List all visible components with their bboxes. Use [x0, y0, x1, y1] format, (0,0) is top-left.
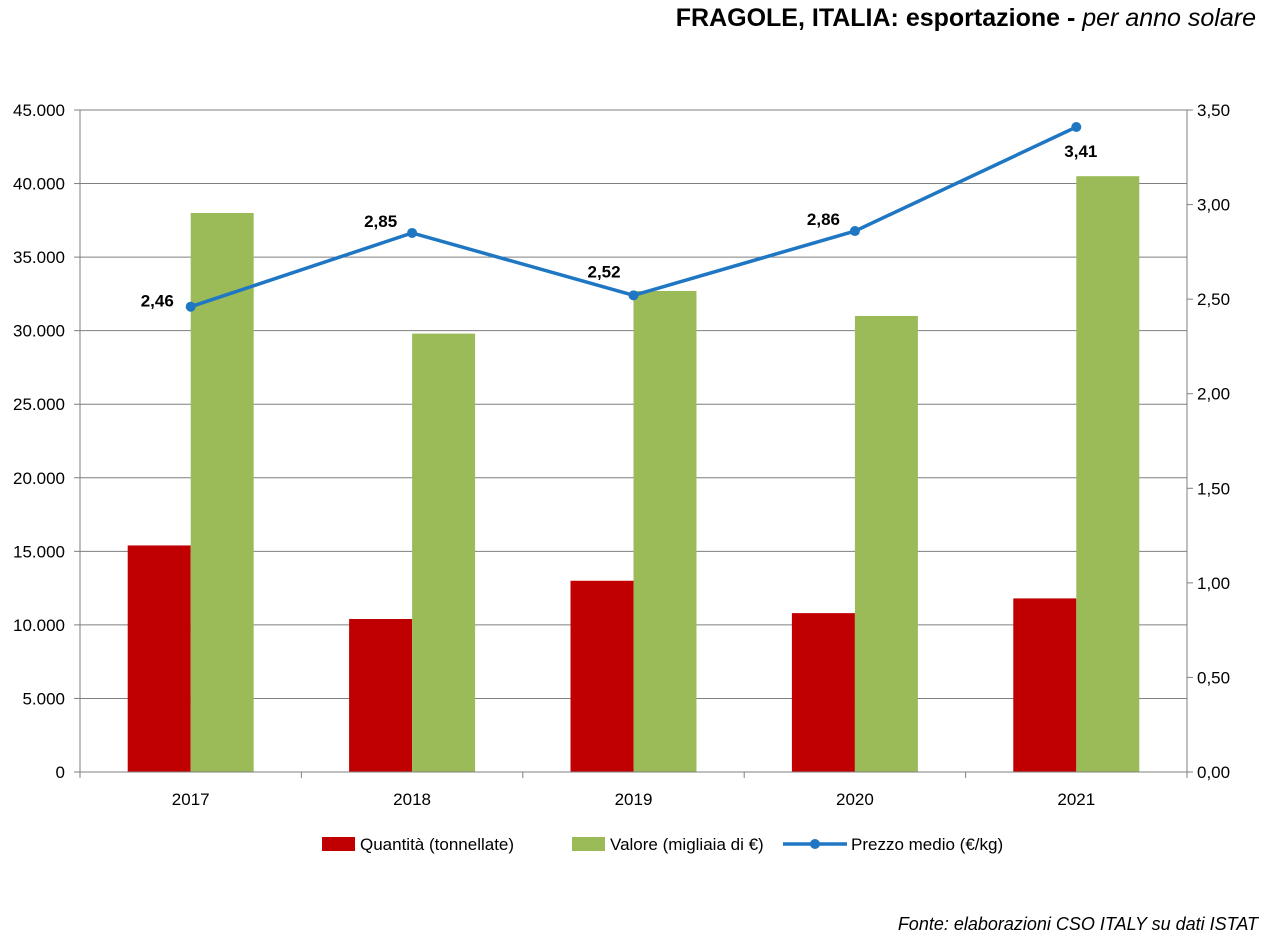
x-tick-label: 2019: [615, 790, 653, 809]
price-point: [849, 226, 860, 237]
chart-title-main: FRAGOLE, ITALIA: esportazione -: [675, 4, 1076, 32]
bar-valore: [190, 212, 254, 772]
price-point: [1071, 122, 1082, 133]
left-tick-label: 30.000: [13, 322, 65, 341]
left-tick-label: 35.000: [13, 248, 65, 267]
bar-quantita: [570, 580, 634, 772]
price-data-label: 2,46: [141, 292, 174, 311]
x-tick-label: 2020: [836, 790, 874, 809]
left-tick-label: 0: [56, 763, 65, 782]
left-tick-label: 45.000: [13, 101, 65, 120]
bars: [127, 176, 1140, 772]
left-tick-label: 25.000: [13, 395, 65, 414]
x-tick-label: 2018: [393, 790, 431, 809]
legend-label: Prezzo medio (€/kg): [851, 835, 1003, 854]
bar-valore: [854, 315, 918, 772]
price-data-label: 2,86: [807, 210, 840, 229]
axes: 0 5.000 10.000 15.000 20.000 25.000 30.000 35.0…: [13, 101, 1230, 809]
bar-quantita: [127, 545, 191, 772]
legend: Quantità (tonnellate) Valore (migliaia di…: [322, 835, 1003, 854]
bar-quantita: [349, 619, 413, 772]
right-tick-label: 1,00: [1197, 574, 1230, 593]
right-tick-label: 0,50: [1197, 668, 1230, 687]
legend-marker: [810, 839, 820, 849]
right-tick-label: 2,00: [1197, 385, 1230, 404]
x-tick-label: 2017: [172, 790, 210, 809]
price-point: [628, 290, 639, 301]
chart-subtitle: per anno solare: [1082, 4, 1256, 32]
legend-swatch: [322, 837, 355, 851]
right-tick-label: 3,50: [1197, 101, 1230, 120]
legend-label: Valore (migliaia di €): [610, 835, 764, 854]
right-tick-label: 1,50: [1197, 479, 1230, 498]
price-point: [407, 227, 418, 238]
price-line: 2,46 2,85 2,52 2,86 3,41: [141, 122, 1097, 312]
price-point: [185, 301, 196, 312]
bar-valore: [412, 333, 476, 772]
left-tick-label: 15.000: [13, 542, 65, 561]
bar-valore: [1076, 176, 1140, 772]
legend-label: Quantità (tonnellate): [360, 835, 514, 854]
price-line-path: [190, 125, 1078, 309]
legend-swatch: [572, 837, 605, 851]
right-tick-label: 2,50: [1197, 290, 1230, 309]
left-tick-label: 5.000: [22, 689, 65, 708]
source-note: Fonte: elaborazioni CSO ITALY su dati IS…: [897, 914, 1258, 934]
price-data-label: 2,85: [364, 212, 397, 231]
bar-valore: [633, 290, 697, 772]
left-tick-label: 10.000: [13, 616, 65, 635]
chart-title: FRAGOLE, ITALIA: esportazione - per anno…: [676, 4, 1256, 33]
right-tick-label: 0,00: [1197, 763, 1230, 782]
bar-quantita: [791, 613, 855, 772]
bar-quantita: [1013, 598, 1077, 772]
price-data-label: 2,52: [588, 262, 621, 281]
x-tick-label: 2021: [1057, 790, 1095, 809]
right-tick-label: 3,00: [1197, 196, 1230, 215]
price-data-label: 3,41: [1064, 142, 1097, 161]
left-tick-label: 40.000: [13, 175, 65, 194]
left-tick-label: 20.000: [13, 469, 65, 488]
